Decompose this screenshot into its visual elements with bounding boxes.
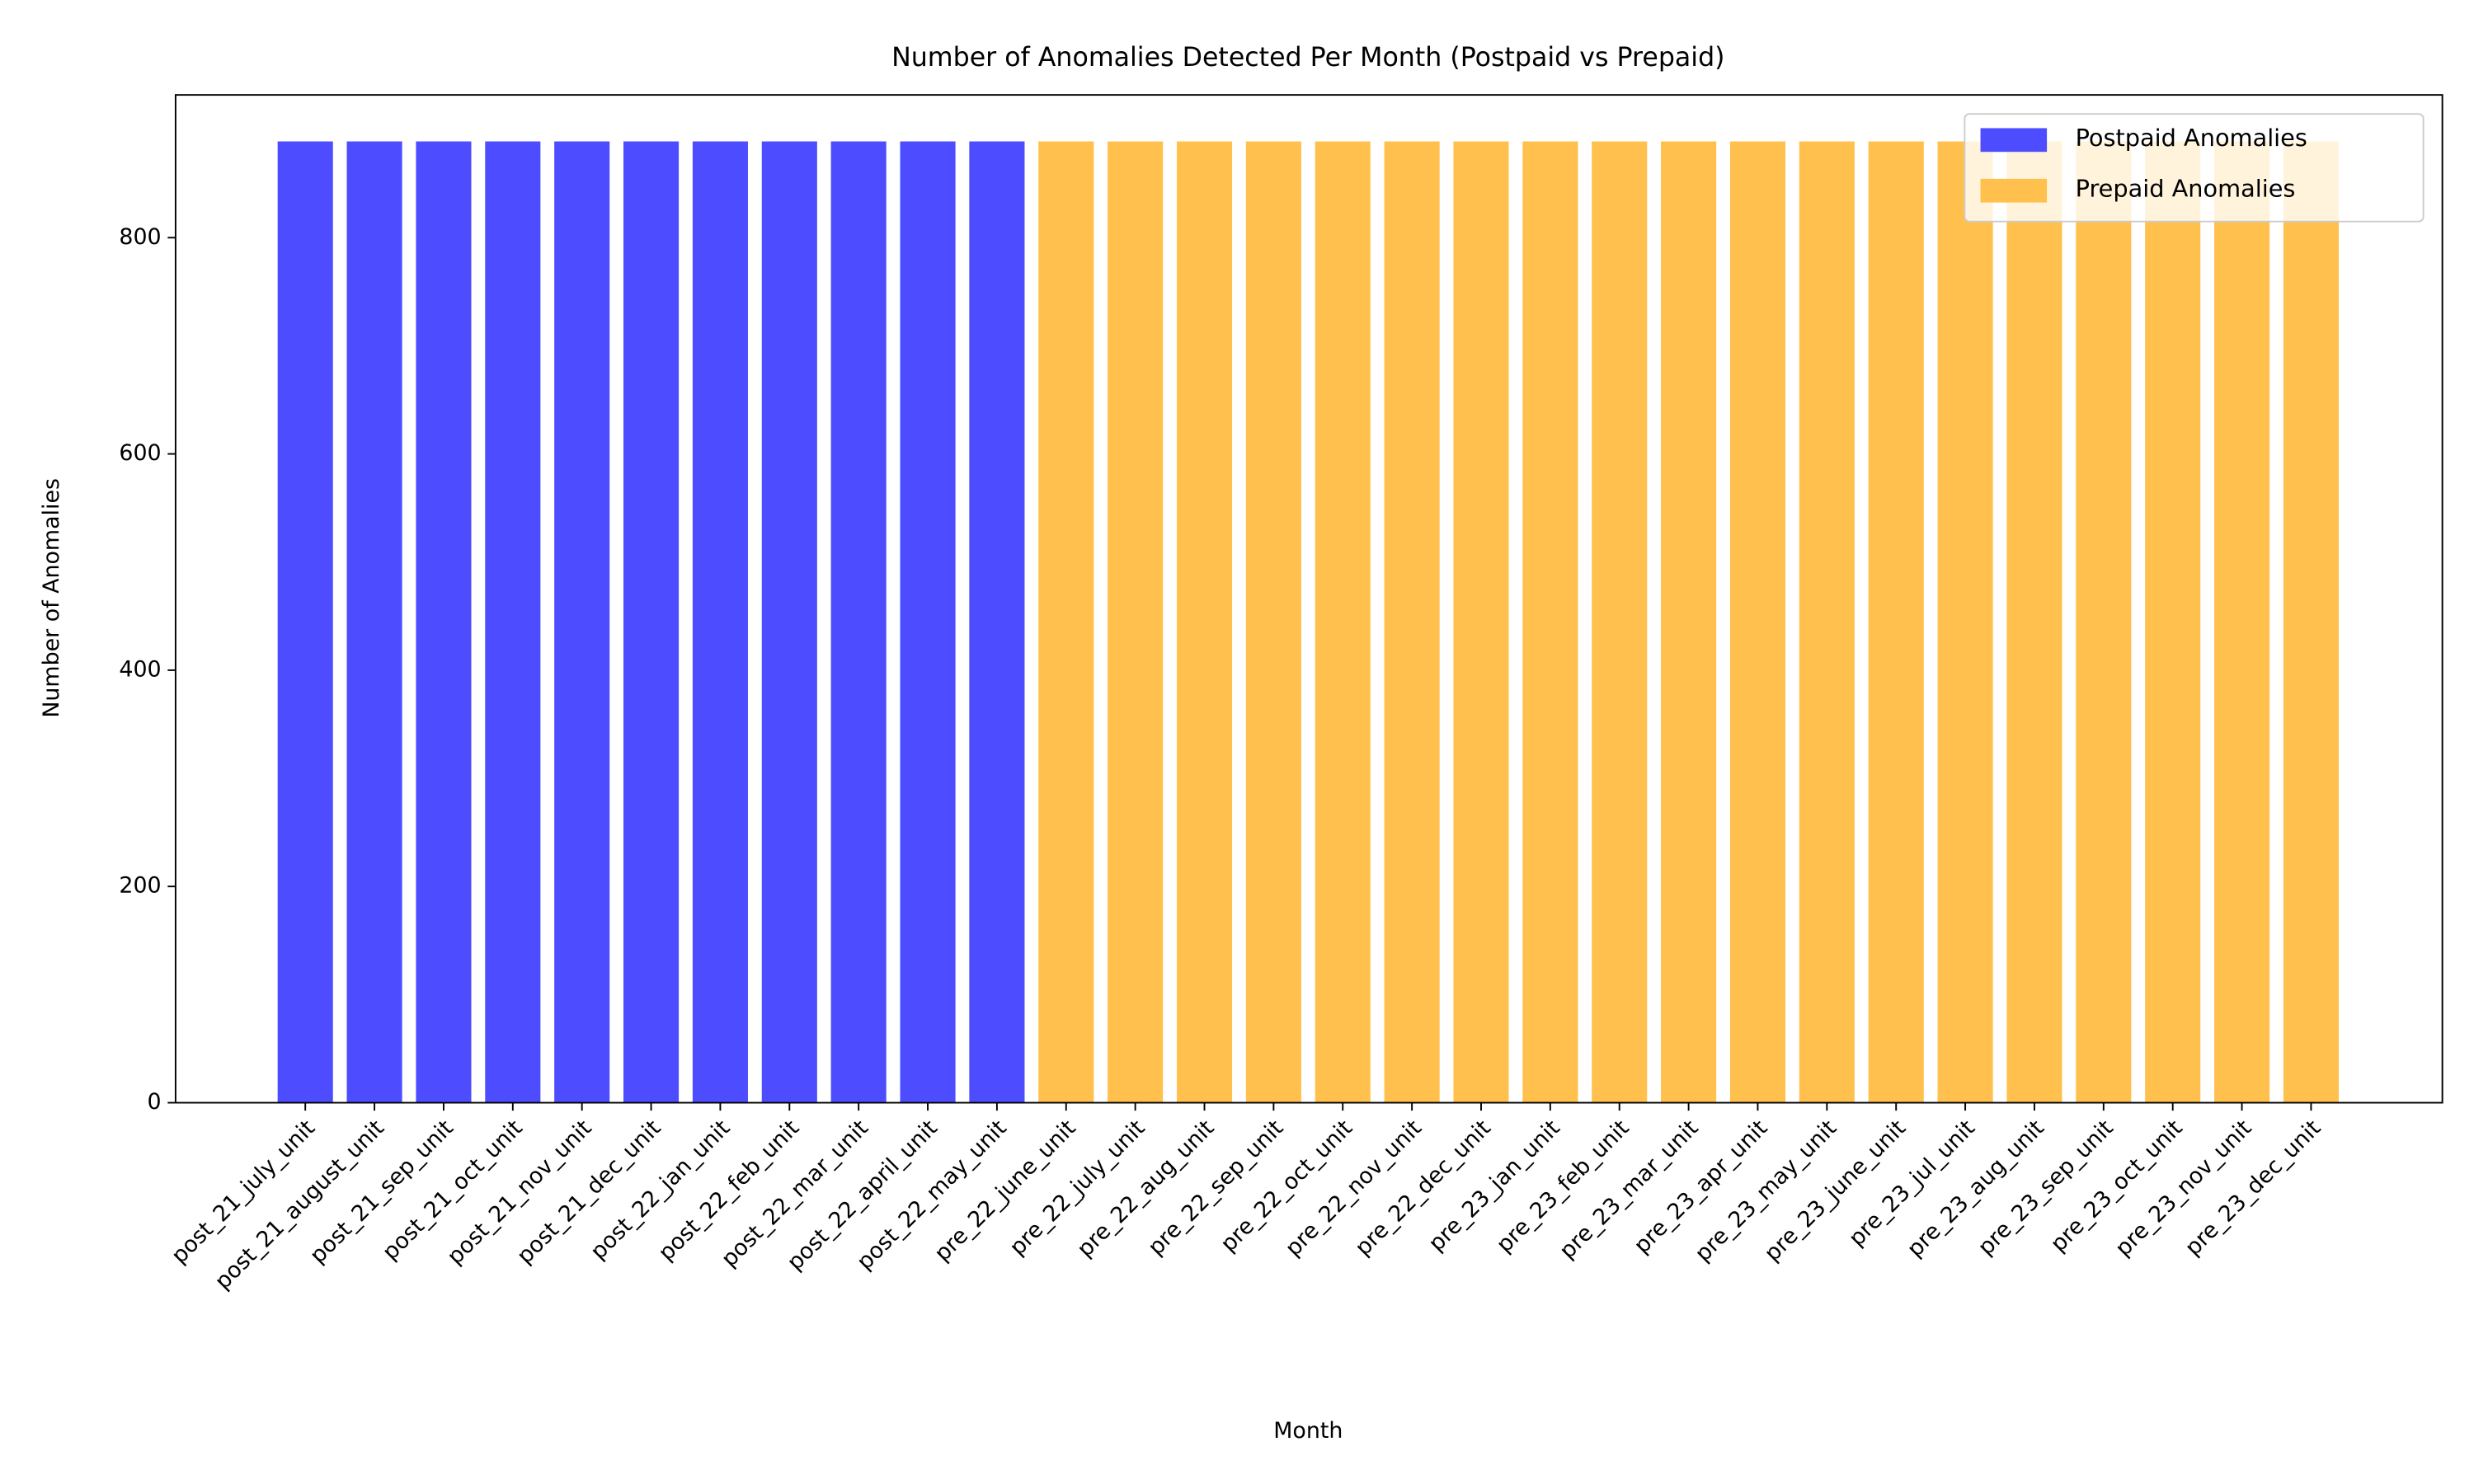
bar bbox=[1176, 141, 1233, 1103]
bar bbox=[2283, 141, 2339, 1103]
axes-frame bbox=[174, 94, 2443, 1104]
bar bbox=[416, 141, 472, 1103]
y-tick-label: 200 bbox=[119, 873, 161, 899]
bar bbox=[485, 141, 541, 1103]
bar bbox=[692, 141, 748, 1103]
bar bbox=[2214, 141, 2270, 1103]
legend-swatch bbox=[1980, 128, 2048, 153]
bar bbox=[830, 141, 887, 1103]
bar bbox=[1592, 141, 1648, 1103]
y-tick-label: 600 bbox=[119, 440, 161, 466]
bar bbox=[1108, 141, 1164, 1103]
bar bbox=[1799, 141, 1855, 1103]
bar bbox=[1522, 141, 1578, 1103]
bar bbox=[1937, 141, 1993, 1103]
bar bbox=[2006, 141, 2062, 1103]
bar bbox=[2076, 141, 2132, 1103]
legend-swatch bbox=[1980, 178, 2048, 203]
y-tick-label: 400 bbox=[119, 656, 161, 682]
bar bbox=[761, 141, 817, 1103]
bar bbox=[277, 141, 333, 1103]
bar bbox=[1729, 141, 1786, 1103]
legend-box bbox=[1964, 113, 2425, 223]
legend: Postpaid Anomalies Prepaid Anomalies bbox=[1964, 113, 2425, 223]
bar bbox=[969, 141, 1025, 1103]
bar bbox=[1868, 141, 1924, 1103]
bar bbox=[1384, 141, 1440, 1103]
y-tick-label: 800 bbox=[119, 224, 161, 250]
bar bbox=[2145, 141, 2201, 1103]
x-axis-label: Month bbox=[1273, 1418, 1343, 1444]
bar bbox=[346, 141, 402, 1103]
legend-label: Prepaid Anomalies bbox=[2076, 174, 2296, 202]
bar bbox=[1661, 141, 1717, 1103]
bar bbox=[1315, 141, 1371, 1103]
chart-title: Number of Anomalies Detected Per Month (… bbox=[891, 43, 1724, 73]
bar bbox=[1245, 141, 1301, 1103]
y-tick-label: 0 bbox=[148, 1089, 162, 1115]
bar bbox=[900, 141, 956, 1103]
bar bbox=[623, 141, 680, 1103]
y-axis-label: Number of Anomalies bbox=[39, 478, 64, 718]
bar bbox=[1038, 141, 1094, 1103]
bar bbox=[554, 141, 610, 1103]
bar bbox=[1453, 141, 1509, 1103]
legend-label: Postpaid Anomalies bbox=[2076, 124, 2307, 152]
